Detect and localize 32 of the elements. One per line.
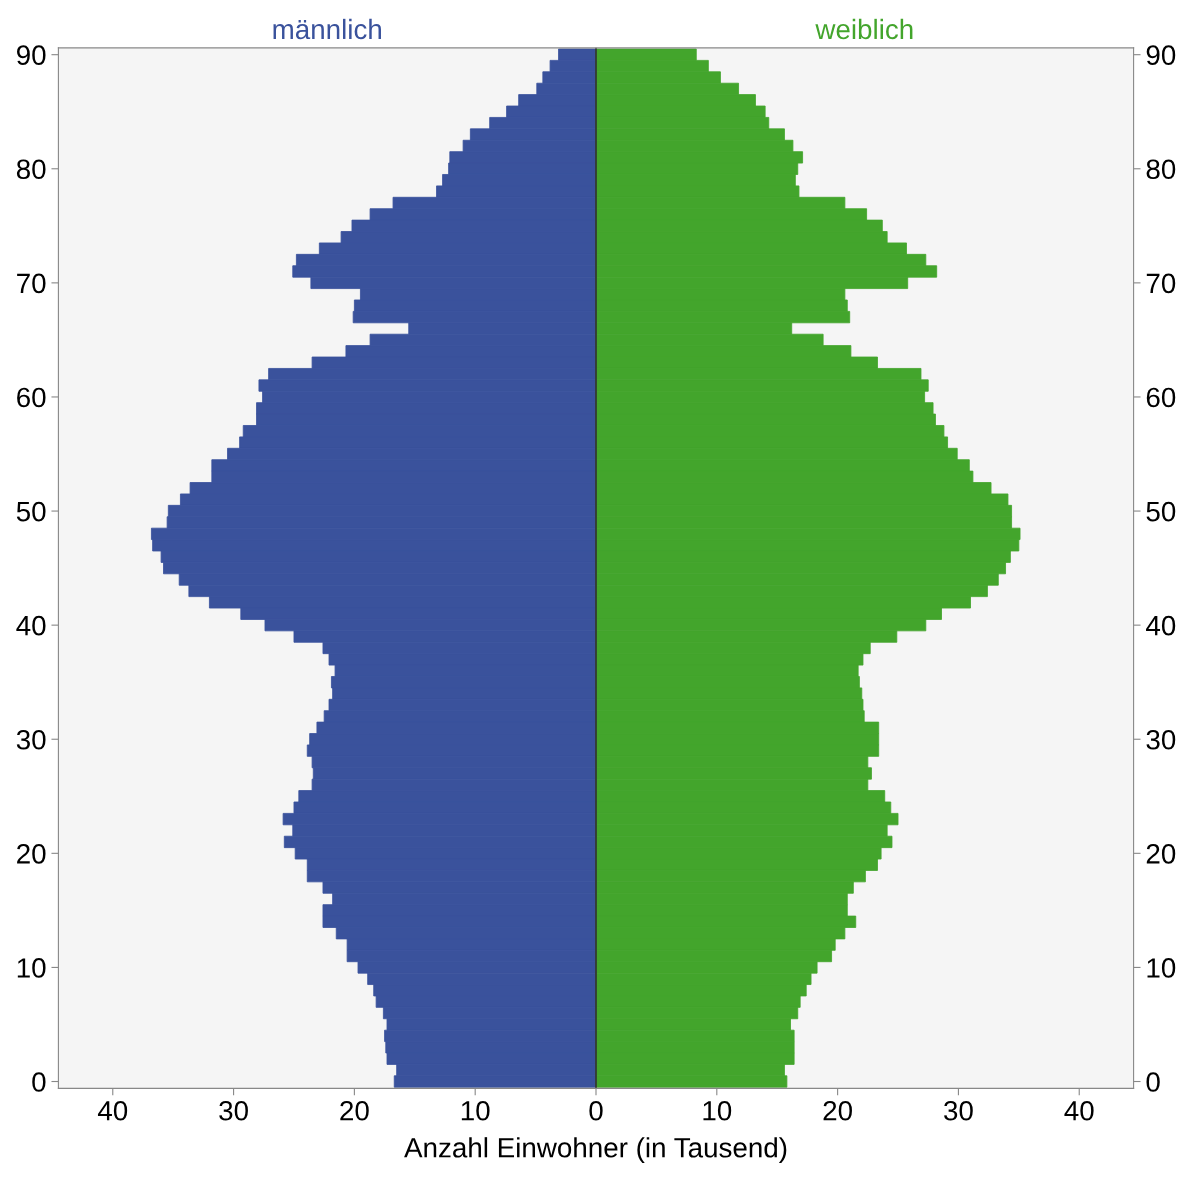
category-label: 90 [17, 45, 46, 66]
category-label: 30 [16, 729, 46, 750]
y-tick-label: 60 [1146, 387, 1176, 408]
x-tick-label: 40 [1064, 1100, 1094, 1121]
category-label: 0 [32, 1072, 46, 1092]
x-tick-label: 40 [97, 1100, 128, 1121]
category-label: 60 [17, 387, 46, 408]
y-tick-label: 20 [1146, 844, 1176, 864]
category-label: 50 [16, 501, 46, 522]
category-label: 20 [17, 844, 46, 864]
category-label: 70 [17, 273, 46, 294]
y-tick-label: 0 [1146, 1072, 1160, 1092]
x-axis-title: Anzahl Einwohner (in Tausend) [404, 1137, 787, 1164]
x-tick-label: 10 [461, 1100, 490, 1121]
y-tick-label: 10 [1147, 958, 1176, 978]
category-label: 80 [16, 159, 46, 180]
text: männlich [273, 18, 381, 40]
x-tick-label: 30 [944, 1100, 973, 1121]
text: weiblich [815, 18, 913, 40]
y-tick-label: 80 [1146, 159, 1176, 180]
x-tick-label: 20 [340, 1100, 369, 1121]
x-tick-label: 30 [219, 1100, 248, 1121]
x-tick-label: 10 [703, 1100, 732, 1121]
x-tick-label: 0 [589, 1100, 603, 1121]
x-tick-label: 20 [823, 1100, 852, 1121]
y-tick-label: 70 [1146, 273, 1176, 294]
y-tick-label: 30 [1146, 729, 1176, 750]
y-tick-label: 90 [1146, 45, 1176, 66]
category-label: 40 [16, 615, 46, 636]
y-tick-label: 50 [1146, 501, 1176, 522]
y-tick-label: 40 [1146, 615, 1176, 636]
category-label: 10 [17, 958, 46, 978]
